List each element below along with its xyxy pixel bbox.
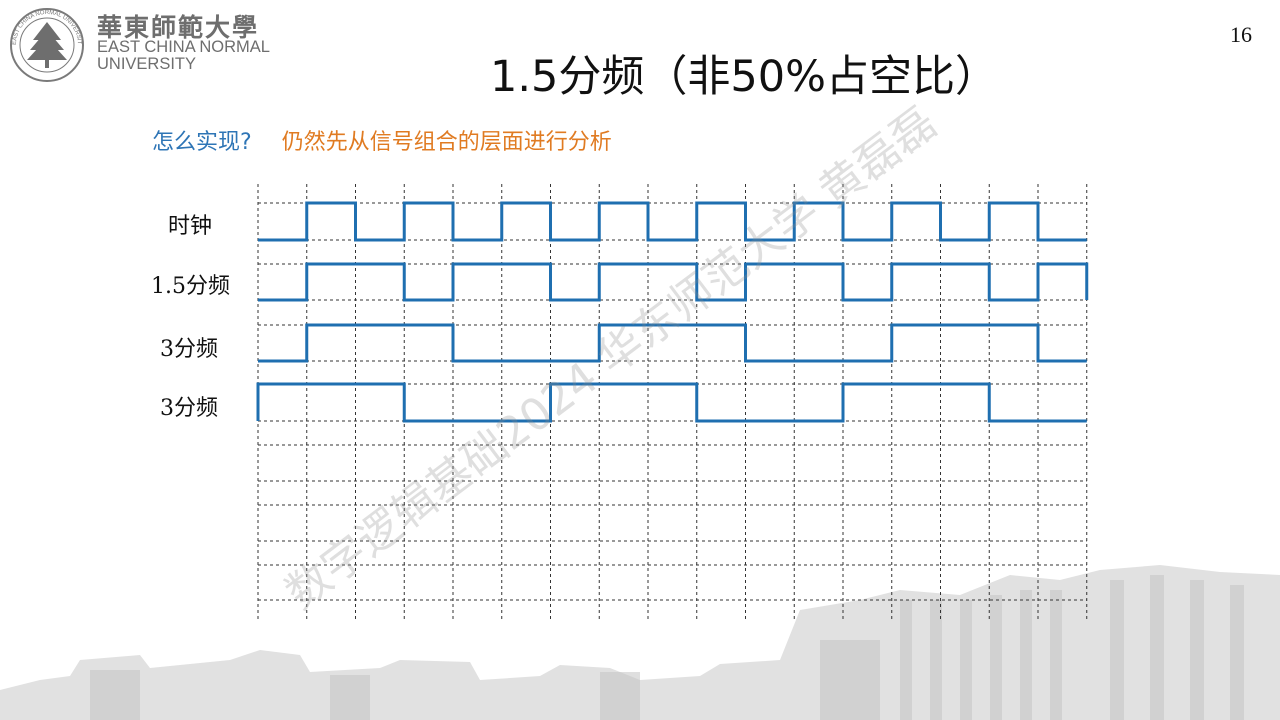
subtitle-answer: 仍然先从信号组合的层面进行分析: [281, 130, 612, 155]
university-name-cn: 華東師範大學: [97, 13, 260, 42]
signal-label-clock: 时钟: [167, 214, 212, 239]
waveform-2: [258, 323, 1087, 363]
university-name-en-line2: UNIVERSITY: [97, 55, 197, 73]
page-number: 16: [1230, 22, 1252, 47]
subtitle: 怎么实现? 仍然先从信号组合的层面进行分析: [152, 124, 612, 156]
waveform-3: [256, 382, 1087, 423]
slide-title: 1.5分频（非50%占空比）: [490, 52, 998, 102]
signal-label-div3-a: 3分频: [160, 337, 218, 362]
signal-label-div1-5: 1.5分频: [151, 274, 230, 299]
university-emblem-icon: EAST CHINA NORMAL UNIVERSITY: [8, 6, 84, 82]
waveform-0: [258, 201, 1087, 242]
university-name-en-line1: EAST CHINA NORMAL: [97, 38, 270, 56]
subtitle-question: 怎么实现?: [152, 130, 252, 155]
waveform-1: [258, 262, 1089, 302]
signal-label-div3-b: 3分频: [160, 396, 218, 421]
